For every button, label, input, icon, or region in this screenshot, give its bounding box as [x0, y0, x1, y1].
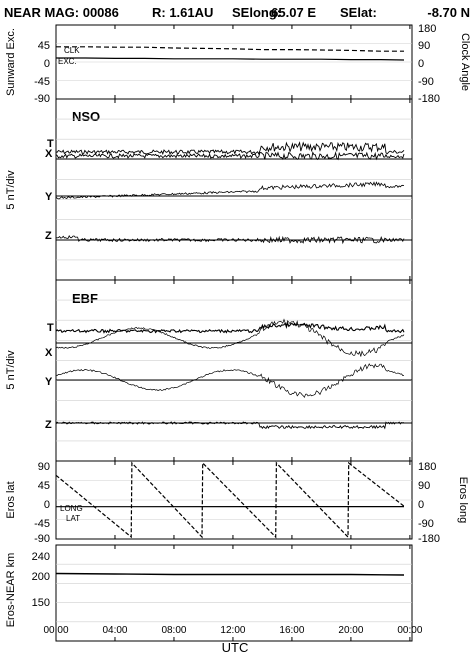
- nso-z-trace: [56, 234, 405, 245]
- eros-long-ylabel: Eros long: [457, 477, 469, 523]
- sunward-series-exc-line: [56, 57, 405, 61]
- eros-lat-ytick: -90: [34, 533, 50, 545]
- nso-frame: [55, 98, 413, 281]
- eros-grid: [55, 461, 412, 539]
- nso-label-t: T: [47, 138, 54, 150]
- clock-ylabel: Clock Angle: [459, 33, 471, 91]
- distance-ytick: 150: [32, 597, 50, 609]
- eros-long-ytick: -180: [418, 533, 440, 545]
- x-tick-label: 00:00: [397, 625, 422, 636]
- sunward-series: [56, 46, 405, 61]
- clk-annotation: CLK: [64, 46, 80, 55]
- nso-title: NSO: [72, 109, 100, 124]
- nso-t-trace: [55, 141, 405, 156]
- nso-ylabel: 5 nT/div: [5, 170, 17, 210]
- sunward-grid: [55, 25, 412, 99]
- distance-grid: [55, 545, 412, 641]
- x-tick-label: 20:00: [338, 625, 363, 636]
- clock-ytick: -90: [418, 76, 434, 88]
- eros-long-line: [55, 461, 405, 539]
- distance-series: [55, 572, 405, 576]
- header-selat-label: SElat:: [340, 5, 377, 20]
- distance-ylabel: Eros-NEAR km: [5, 553, 17, 628]
- clock-ytick: 90: [418, 40, 430, 52]
- eros-panel: Eros lat Eros long 90 45 0 -45 -90 180 9…: [5, 460, 469, 545]
- sunward-ylabel: Sunward Exc.: [5, 28, 17, 96]
- ebf-y-trace: [55, 363, 404, 399]
- eros-lat-ytick: 0: [44, 499, 50, 511]
- sunward-ytick: -45: [34, 76, 50, 88]
- nso-label-y: Y: [45, 191, 53, 203]
- ebf-label-t: T: [47, 322, 54, 334]
- eros-lat-ytick: 45: [38, 480, 50, 492]
- ebf-label-y: Y: [45, 376, 53, 388]
- header-selong-value: 65.07 E: [271, 5, 316, 20]
- sunward-series-clk-line: [56, 46, 404, 52]
- ebf-series: [55, 318, 405, 430]
- eros-long-ytick: 0: [418, 499, 424, 511]
- ebf-title: EBF: [72, 291, 98, 306]
- distance-panel: Eros-NEAR km 240 200 150 00:00 04:00 08:00…: [5, 544, 423, 655]
- nso-y-trace: [55, 181, 405, 200]
- header-distance: R: 1.61AU: [152, 5, 213, 20]
- x-axis-ticks: 00:00 04:00 08:00 12:00 16:00 20:00 00:00: [43, 625, 422, 636]
- sunward-ytick: -90: [34, 93, 50, 105]
- header-selong-label: SElong:: [232, 5, 281, 20]
- eros-long-ytick: 90: [418, 480, 430, 492]
- x-tick-label: 00:00: [43, 625, 68, 636]
- ebf-label-z: Z: [45, 419, 52, 431]
- ebf-grid: [55, 280, 412, 461]
- sunward-ytick: 45: [38, 40, 50, 52]
- clock-ytick: -180: [418, 93, 440, 105]
- ebf-label-x: X: [45, 347, 53, 359]
- x-tick-label: 04:00: [102, 625, 127, 636]
- clock-ytick: 180: [418, 23, 436, 35]
- eros-lat-ylabel: Eros lat: [5, 481, 17, 518]
- ebf-panel: 5 nT/div EBF T X Y Z: [5, 279, 413, 462]
- lat-annotation: LAT: [66, 514, 80, 523]
- header-title: NEAR MAG: 00086: [4, 5, 119, 20]
- ebf-x-trace: [55, 318, 405, 357]
- nso-series: [55, 141, 405, 245]
- distance-ytick: 200: [32, 571, 50, 583]
- header-selat-value: -8.70 N: [427, 5, 470, 20]
- exc-annotation: EXC.: [58, 57, 77, 66]
- eros-lat-ytick: -45: [34, 518, 50, 530]
- x-tick-label: 16:00: [279, 625, 304, 636]
- distance-line: [55, 572, 405, 576]
- nso-grid: [55, 99, 412, 280]
- eros-long-ytick: -90: [418, 518, 434, 530]
- x-tick-label: 08:00: [161, 625, 186, 636]
- nso-label-z: Z: [45, 230, 52, 242]
- eros-series: [55, 461, 405, 539]
- nso-label-x: X: [45, 148, 53, 160]
- sunward-ytick: 0: [44, 58, 50, 70]
- x-tick-label: 12:00: [220, 625, 245, 636]
- ebf-z-trace: [55, 421, 405, 430]
- distance-frame: [55, 544, 413, 642]
- nso-x-trace: [55, 151, 405, 161]
- ebf-ylabel: 5 nT/div: [5, 350, 17, 390]
- sunward-panel: Sunward Exc. Clock Angle 45 0 -45 -90 18…: [5, 23, 471, 105]
- nso-panel: 5 nT/div NSO T X Y Z: [5, 98, 413, 281]
- eros-long-ytick: 180: [418, 461, 436, 473]
- x-axis-label: UTC: [222, 640, 249, 655]
- distance-ytick: 240: [32, 551, 50, 563]
- long-annotation: LONG: [60, 504, 83, 513]
- ebf-t-trace: [55, 321, 405, 334]
- clock-ytick: 0: [418, 58, 424, 70]
- eros-lat-ytick: 90: [38, 461, 50, 473]
